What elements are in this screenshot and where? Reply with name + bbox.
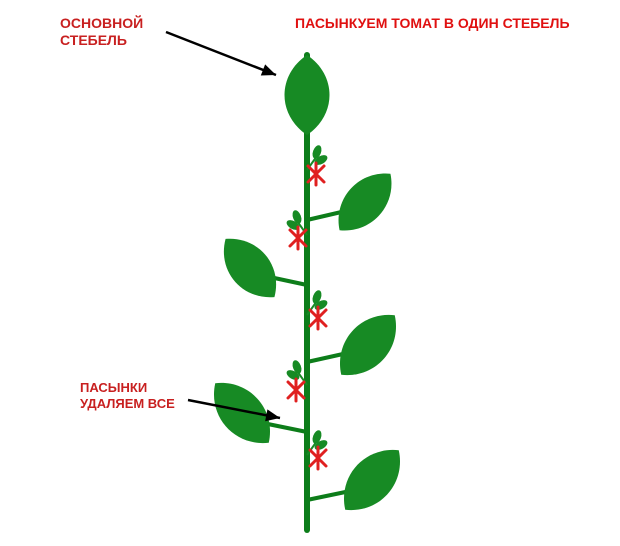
- label-title: ПАСЫНКУЕМ ТОМАТ В ОДИН СТЕБЕЛЬ: [295, 15, 570, 32]
- label-main-stem: ОСНОВНОЙ СТЕБЕЛЬ: [60, 15, 143, 49]
- label-suckers: ПАСЫНКИ УДАЛЯЕМ ВСЕ: [80, 380, 175, 411]
- plant-diagram: [0, 0, 620, 546]
